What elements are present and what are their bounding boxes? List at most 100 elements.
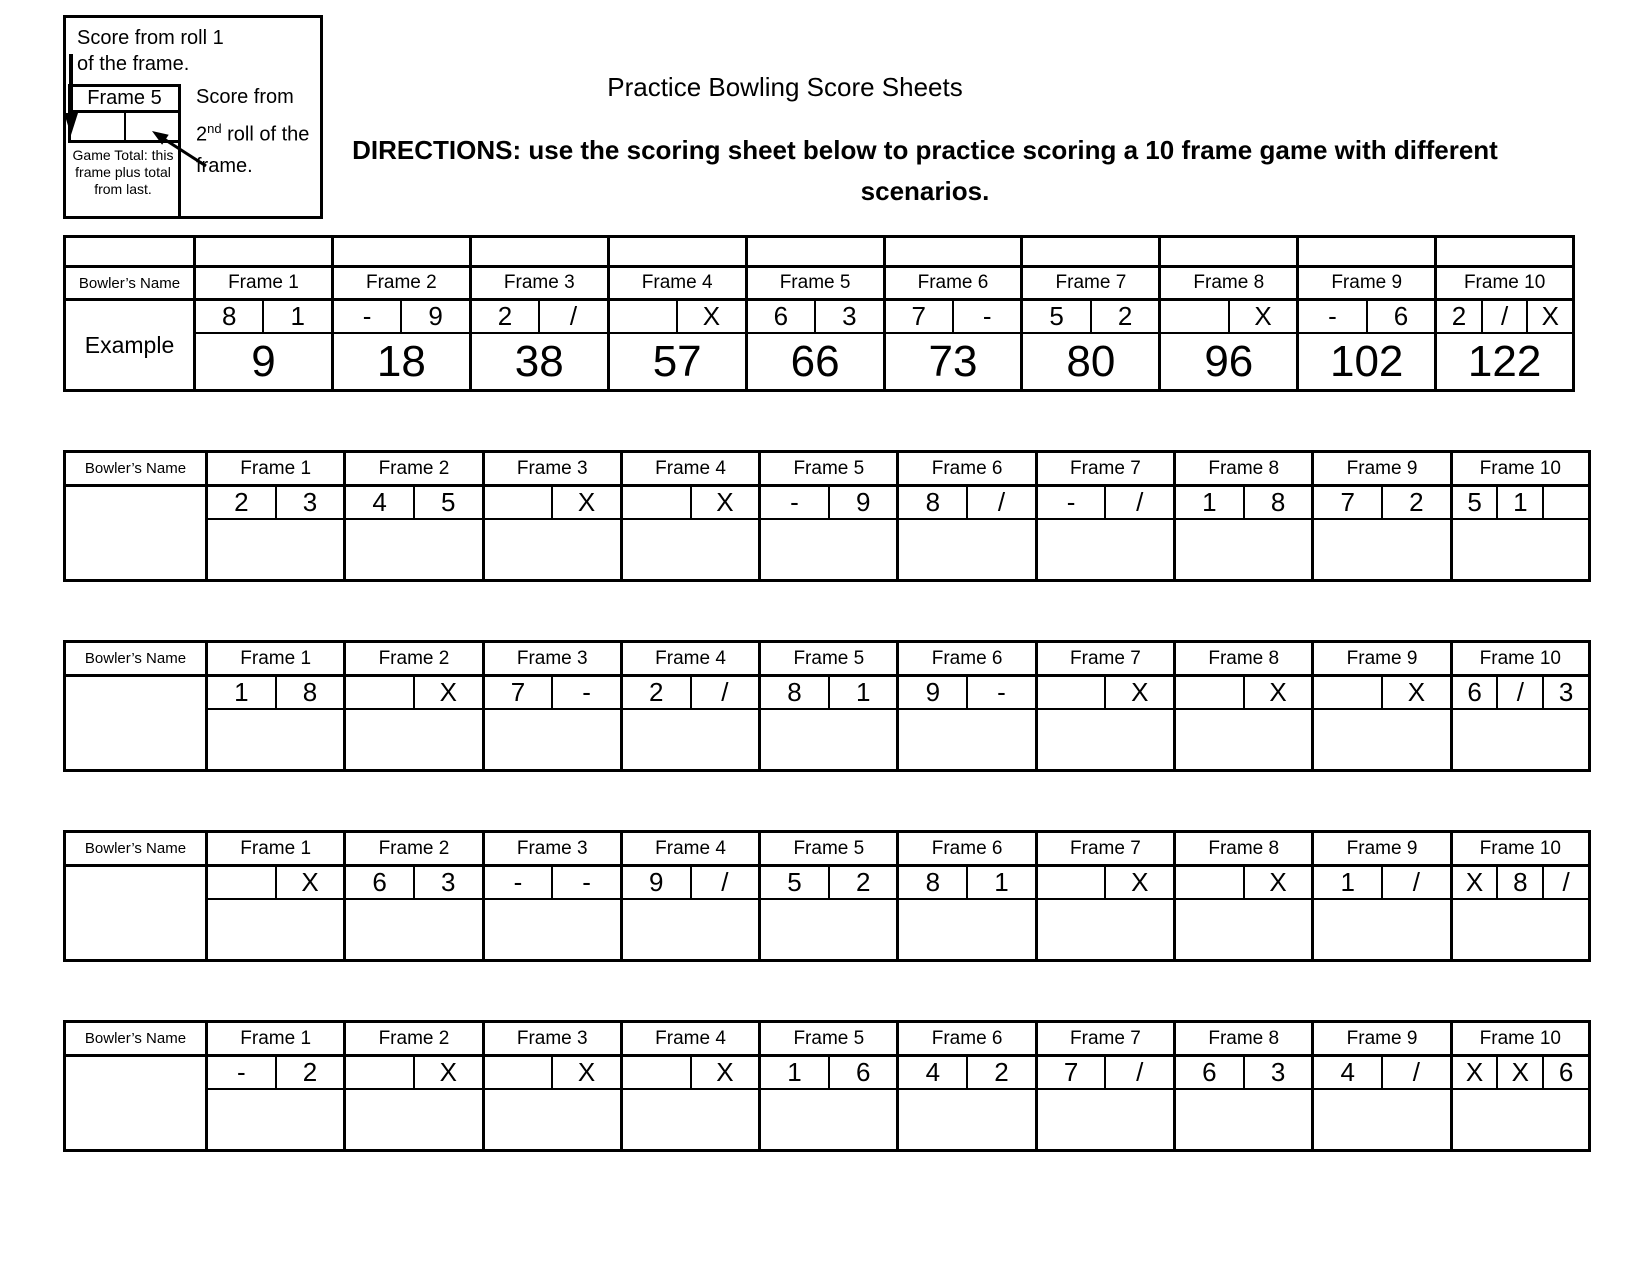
frame-total-cell: 73 [928,336,978,386]
frame-body: 4/ [1314,1057,1453,1149]
roll-cell: 7 [1038,1057,1107,1088]
roll-cell [1176,867,1245,898]
sheet-body-row: 1 8 X 7-2/8 1 9- X X X 6/3 [66,677,1588,769]
frame-header: Frame 2 [334,268,472,298]
frame-header: Frame 2 [346,1023,485,1054]
score-sheet: Bowler’s Name Frame 1 Frame 2 Frame 3 Frame … [63,830,1591,962]
spacer-frame-cell [1299,238,1438,265]
legend-roll2-label: Score from 2nd roll of the frame. [196,82,309,182]
roll-cell: 6 [1558,1057,1574,1087]
frame-body: X [1176,677,1315,769]
frame-header: Frame 3 [485,643,623,674]
roll-cell: 5 [761,867,830,898]
roll-cell: 2 [302,1057,318,1087]
score-sheets: Bowler’s Name Frame 1 Frame 2 Frame 3 Frame … [63,235,1591,1152]
frame-total-cell [623,900,758,959]
roll-cell: X [1131,677,1149,707]
frame-header: Frame 10 [1463,272,1546,293]
roll-cell: - [761,487,830,518]
roll-cell: X [1254,301,1272,331]
frame-header: Frame 9 [1314,833,1453,864]
frame-header: Frame 4 [623,453,762,484]
roll-cell: 2 [1437,301,1483,332]
frame-header: Frame 9 [1314,453,1453,484]
legend-roll1-line2: of the frame. [77,53,190,75]
frame-header: Frame 2 [346,833,485,864]
roll-row: - / [1037,487,1174,520]
roll-cell: 8 [302,677,318,707]
roll-cell: - [334,301,403,332]
frame-body: 5 2 80 [1023,301,1162,389]
roll-row: X [622,1057,759,1090]
roll-cell: 3 [1558,677,1574,707]
roll-cell: X [577,1057,596,1087]
frame-body: 7- [484,677,623,769]
roll-row: 8/ [899,487,1035,520]
frame-total-cell [485,900,620,959]
roll-cell: X [1269,677,1287,707]
frame-body: X [1176,867,1315,959]
roll-row: X [484,1057,620,1090]
frame-total-cell: 122 [1467,336,1542,386]
frame-header: Frame 10 [1479,457,1561,479]
bowler-name-label: Bowler’s Name [66,1023,208,1054]
roll-row: X [609,301,745,334]
roll-cell: 8 [761,677,830,708]
frame-body: 2/ X 122 [1437,301,1573,389]
frame-header: Frame 7 [1038,643,1177,674]
frame-total-cell: 57 [652,336,702,386]
game-total-label: Game Total: this frame plus total from l… [72,147,174,197]
frame-total-cell [346,900,481,959]
frame-total-cell [899,1090,1034,1149]
roll-row: 1/ [1314,867,1450,900]
roll-cell: 5 [441,487,456,517]
roll-cell [346,1057,415,1088]
frame-total-cell [1453,900,1588,959]
frame-header: Frame 1 [208,833,347,864]
roll-cell: / [1412,1057,1420,1087]
frame-header: Frame 4 [623,643,762,674]
roll-row: 4/ [1314,1057,1450,1090]
roll-cell: / [1498,677,1545,708]
roll-cell: - [1038,487,1107,518]
frame-header: Frame 1 [208,453,347,484]
spacer-frame-cell [610,238,748,265]
frame-total-cell [208,1090,343,1149]
frame-total-cell [485,1090,620,1149]
roll-cell: - [997,677,1006,707]
roll-cell: 6 [1453,677,1499,708]
roll-row: X [346,1057,482,1090]
frame-body: 7/ [1037,1057,1177,1149]
bowler-name-label: Bowler’s Name [66,833,208,864]
sheet-header-row: Bowler’s Name Frame 1 Frame 2 Frame 3 Frame … [66,268,1572,301]
frame-body: 6/ 3 [1452,677,1588,769]
spacer-frame-cell [334,238,472,265]
frame-header: Frame 10 [1479,837,1561,859]
roll-cell: X [1453,1057,1499,1088]
frame-header: Frame 5 [761,453,900,484]
roll-cell [1544,487,1588,518]
frame-total-cell [1038,710,1173,769]
legend-roll1-label: Score from roll 1 of the frame. [77,25,224,77]
roll-cell [1176,677,1245,708]
frame-header: Frame 4 [623,1023,762,1054]
roll-cell: 9 [899,677,969,708]
frame-total-cell [1314,1090,1449,1149]
frame-body: 1/ [1314,867,1453,959]
roll-cell: 1 [761,1057,830,1088]
frame-body: X [1037,867,1177,959]
roll-cell: 1 [208,677,277,708]
frame-header: Frame 6 [899,833,1038,864]
bowler-name-cell: Example [66,301,196,389]
frame-body: X 8 / [1452,867,1588,959]
